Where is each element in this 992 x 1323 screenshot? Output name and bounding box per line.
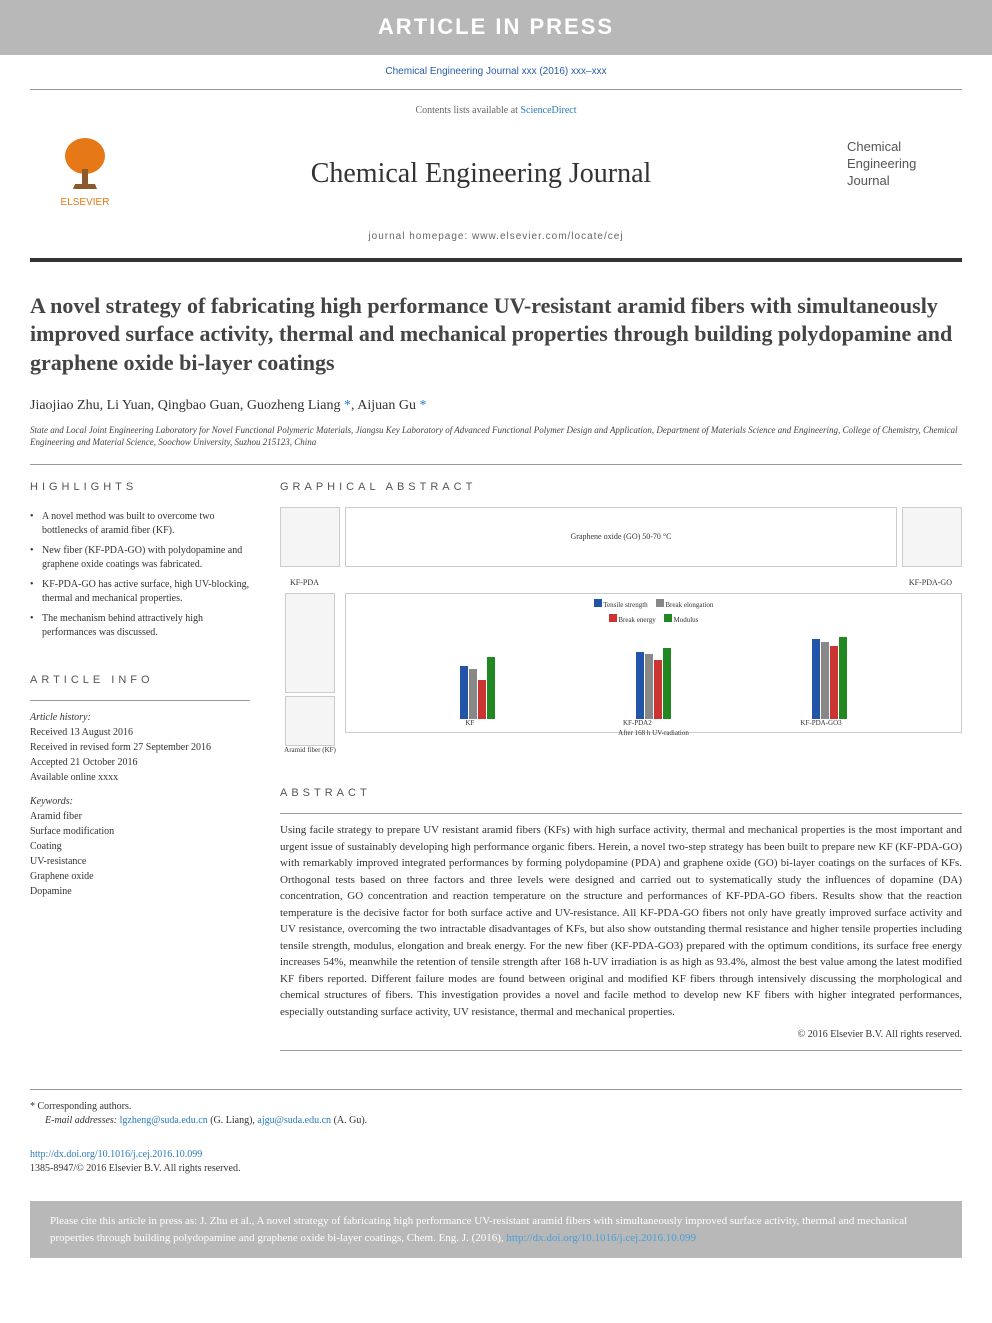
revised-date: Received in revised form 27 September 20… bbox=[30, 740, 250, 755]
chart-bar bbox=[821, 642, 829, 719]
authors-line: Jiaojiao Zhu, Li Yuan, Qingbao Guan, Guo… bbox=[30, 396, 962, 416]
elsevier-tree-icon bbox=[55, 134, 115, 194]
article-title: A novel strategy of fabricating high per… bbox=[30, 292, 962, 378]
chart-bar bbox=[469, 669, 477, 719]
ga-process-label: Graphene oxide (GO) 50-70 °C bbox=[345, 507, 897, 567]
chart-bar bbox=[830, 646, 838, 719]
chart-bar bbox=[654, 660, 662, 718]
chart-bar bbox=[663, 648, 671, 718]
cite-doi-link[interactable]: http://dx.doi.org/10.1016/j.cej.2016.10.… bbox=[506, 1232, 696, 1244]
elsevier-logo[interactable]: ELSEVIER bbox=[50, 134, 120, 214]
highlight-item: New fiber (KF-PDA-GO) with polydopamine … bbox=[30, 541, 250, 575]
doi-link[interactable]: http://dx.doi.org/10.1016/j.cej.2016.10.… bbox=[30, 1149, 202, 1160]
ga-aramid-image bbox=[285, 696, 335, 746]
corresponding-label: * Corresponding authors. bbox=[30, 1100, 962, 1114]
authors-text: Jiaojiao Zhu, Li Yuan, Qingbao Guan, Guo… bbox=[30, 398, 341, 413]
chart-bar bbox=[812, 639, 820, 719]
x-sublabel: After 168 h UV-radiation bbox=[351, 729, 956, 739]
authors-mid: , Aijuan Gu bbox=[351, 398, 416, 413]
cite-text: Please cite this article in press as: J.… bbox=[50, 1215, 907, 1244]
divider bbox=[30, 700, 250, 701]
chart-bar bbox=[636, 652, 644, 719]
issn-copyright: 1385-8947/© 2016 Elsevier B.V. All right… bbox=[30, 1162, 962, 1176]
ga-fiber-image-2 bbox=[902, 507, 962, 567]
highlight-item: A novel method was built to overcome two… bbox=[30, 507, 250, 541]
ga-label-kf-pda-go: KF-PDA-GO bbox=[909, 577, 952, 588]
copyright-line: © 2016 Elsevier B.V. All rights reserved… bbox=[280, 1028, 962, 1042]
affiliation: State and Local Joint Engineering Labora… bbox=[30, 425, 962, 448]
citation-line: Chemical Engineering Journal xxx (2016) … bbox=[0, 55, 992, 89]
contents-label: Contents lists available at bbox=[415, 105, 520, 116]
graphical-abstract: Graphene oxide (GO) 50-70 °C KF-PDA KF-P… bbox=[280, 507, 962, 756]
bar-group bbox=[812, 637, 847, 718]
ga-label-kf-pda: KF-PDA bbox=[290, 577, 319, 588]
elsevier-text: ELSEVIER bbox=[61, 196, 110, 210]
chart-bar bbox=[839, 637, 847, 718]
keyword: Surface modification bbox=[30, 824, 250, 839]
abstract-text: Using facile strategy to prepare UV resi… bbox=[280, 822, 962, 1020]
bar-group bbox=[460, 657, 495, 719]
email-name-1: (G. Liang), bbox=[208, 1115, 258, 1126]
chart-bar bbox=[460, 666, 468, 719]
keyword: UV-resistance bbox=[30, 854, 250, 869]
x-label: KF-PDA2 bbox=[623, 719, 652, 729]
highlights-heading: HIGHLIGHTS bbox=[30, 480, 250, 495]
keyword: Aramid fiber bbox=[30, 809, 250, 824]
chart-bar bbox=[478, 680, 486, 719]
divider bbox=[30, 464, 962, 465]
keyword: Coating bbox=[30, 839, 250, 854]
journal-header: Contents lists available at ScienceDirec… bbox=[30, 89, 962, 262]
journal-homepage[interactable]: journal homepage: www.elsevier.com/locat… bbox=[30, 224, 962, 250]
ga-fiber-image-1 bbox=[280, 507, 340, 567]
ga-bar-chart: Tensile strength Break elongation Break … bbox=[345, 593, 962, 733]
article-in-press-banner: ARTICLE IN PRESS bbox=[0, 0, 992, 55]
legend-item: Break elongation bbox=[656, 599, 714, 611]
online-date: Available online xxxx bbox=[30, 770, 250, 785]
doi-section: http://dx.doi.org/10.1016/j.cej.2016.10.… bbox=[30, 1138, 962, 1186]
chart-bar bbox=[645, 654, 653, 718]
legend-item: Tensile strength bbox=[594, 599, 648, 611]
graphical-abstract-heading: GRAPHICAL ABSTRACT bbox=[280, 480, 962, 495]
history-label: Article history: bbox=[30, 711, 250, 725]
received-date: Received 13 August 2016 bbox=[30, 725, 250, 740]
corresponding-marker-1[interactable]: * bbox=[341, 398, 352, 413]
email-name-2: (A. Gu). bbox=[331, 1115, 367, 1126]
highlight-item: The mechanism behind attractively high p… bbox=[30, 609, 250, 643]
x-label: KF bbox=[465, 719, 474, 729]
x-label: KF-PDA-GO3 bbox=[800, 719, 841, 729]
highlights-list: A novel method was built to overcome two… bbox=[30, 507, 250, 643]
ga-molecule-image bbox=[285, 593, 335, 693]
corresponding-marker-2[interactable]: * bbox=[416, 398, 427, 413]
sciencedirect-link[interactable]: ScienceDirect bbox=[520, 105, 576, 116]
divider bbox=[280, 1050, 962, 1051]
keyword: Graphene oxide bbox=[30, 869, 250, 884]
divider bbox=[280, 813, 962, 814]
keyword: Dopamine bbox=[30, 884, 250, 899]
highlight-item: KF-PDA-GO has active surface, high UV-bl… bbox=[30, 575, 250, 609]
bar-group bbox=[636, 648, 671, 718]
article-info-heading: ARTICLE INFO bbox=[30, 673, 250, 688]
abstract-heading: ABSTRACT bbox=[280, 786, 962, 801]
email-link-2[interactable]: ajgu@suda.edu.cn bbox=[257, 1115, 331, 1126]
email-label: E-mail addresses: bbox=[45, 1115, 120, 1126]
journal-cover-thumbnail[interactable]: Chemical Engineering Journal bbox=[842, 134, 942, 214]
cite-box: Please cite this article in press as: J.… bbox=[30, 1201, 962, 1258]
keywords-label: Keywords: bbox=[30, 795, 250, 809]
legend-item: Break energy bbox=[609, 614, 656, 626]
corresponding-authors: * Corresponding authors. E-mail addresse… bbox=[30, 1089, 962, 1138]
contents-available-line: Contents lists available at ScienceDirec… bbox=[30, 98, 962, 124]
chart-bar bbox=[487, 657, 495, 719]
email-link-1[interactable]: lgzheng@suda.edu.cn bbox=[120, 1115, 208, 1126]
legend-item: Modulus bbox=[664, 614, 699, 626]
accepted-date: Accepted 21 October 2016 bbox=[30, 755, 250, 770]
journal-title: Chemical Engineering Journal bbox=[120, 154, 842, 193]
ga-aramid-label: Aramid fiber (KF) bbox=[284, 746, 336, 756]
